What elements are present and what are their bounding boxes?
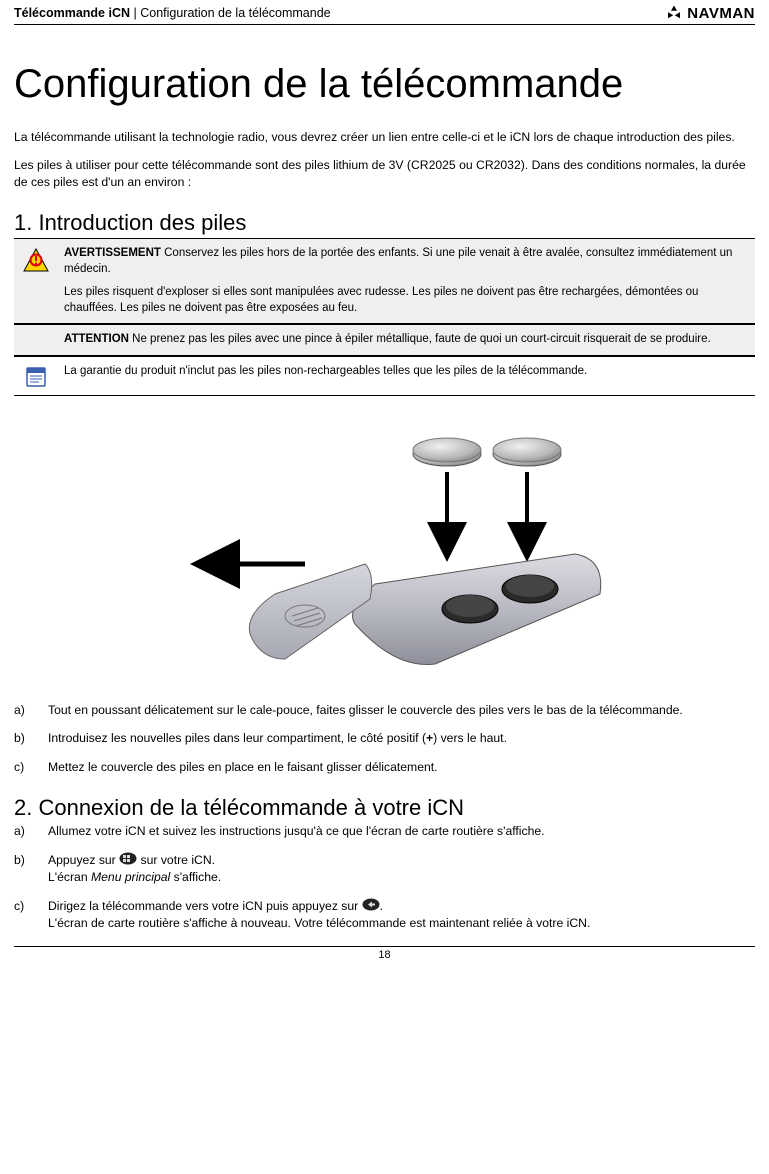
header-breadcrumb: Télécommande iCN | Configuration de la t… (14, 6, 331, 20)
step-2b-text: Appuyez sur sur votre iCN. L'écran Menu … (48, 852, 221, 886)
step-1c-text: Mettez le couvercle des piles en place e… (48, 759, 438, 775)
step-1a: a) Tout en poussant délicatement sur le … (14, 702, 755, 718)
section2-heading: 2. Connexion de la télécommande à votre … (14, 795, 755, 821)
doc-title: Télécommande iCN (14, 6, 130, 20)
brand-logo: NAVMAN (665, 4, 755, 22)
attention-body: Ne prenez pas les piles avec une pince à… (129, 333, 711, 345)
navman-icon (665, 4, 683, 22)
brand-text: NAVMAN (687, 5, 755, 22)
warning-lead: AVERTISSEMENT (64, 247, 161, 259)
step-marker: c) (14, 759, 48, 775)
step-2b: b) Appuyez sur sur votre iCN. L'écran Me… (14, 852, 755, 886)
step-1b-text: Introduisez les nouvelles piles dans leu… (48, 730, 507, 746)
page-number: 18 (378, 949, 390, 961)
step-marker: a) (14, 702, 48, 718)
note-text: La garantie du produit n'inclut pas les … (64, 364, 587, 380)
step-marker: c) (14, 898, 48, 914)
note-icon (22, 364, 50, 388)
intro-paragraph-2: Les piles à utiliser pour cette télécomm… (14, 157, 755, 190)
warning-text-2: Les piles risquent d'exploser si elles s… (64, 285, 747, 316)
step-2c-text: Dirigez la télécommande vers votre iCN p… (48, 898, 590, 932)
warning-box: AVERTISSEMENT Conservez les piles hors d… (14, 239, 755, 323)
step-marker: b) (14, 852, 48, 868)
back-button-icon (362, 898, 380, 915)
attention-box: ATTENTION Ne prenez pas les piles avec u… (14, 325, 755, 355)
step-marker: a) (14, 823, 48, 839)
menu-button-icon (119, 852, 137, 869)
warning-text-1: AVERTISSEMENT Conservez les piles hors d… (64, 246, 747, 277)
note-box: La garantie du produit n'inclut pas les … (14, 357, 755, 395)
page-footer: 18 (14, 946, 755, 969)
section1-heading: 1. Introduction des piles (14, 210, 755, 236)
warning-icon (22, 246, 50, 272)
attention-icon-empty (22, 332, 50, 334)
section2-steps: a) Allumez votre iCN et suivez les instr… (14, 823, 755, 931)
page-title: Configuration de la télécommande (14, 61, 755, 107)
intro-paragraph-1: La télécommande utilisant la technologie… (14, 129, 755, 145)
battery-diagram-svg (155, 424, 615, 684)
attention-lead: ATTENTION (64, 333, 129, 345)
battery-figure (14, 424, 755, 684)
warning-body-1: Conservez les piles hors de la portée de… (64, 247, 732, 275)
step-1a-text: Tout en poussant délicatement sur le cal… (48, 702, 683, 718)
step-2c: c) Dirigez la télécommande vers votre iC… (14, 898, 755, 932)
step-2a: a) Allumez votre iCN et suivez les instr… (14, 823, 755, 839)
step-1b: b) Introduisez les nouvelles piles dans … (14, 730, 755, 746)
section1-steps: a) Tout en poussant délicatement sur le … (14, 702, 755, 775)
step-marker: b) (14, 730, 48, 746)
section-title-header: Configuration de la télécommande (140, 6, 330, 20)
breadcrumb-separator: | (130, 6, 140, 20)
step-1c: c) Mettez le couvercle des piles en plac… (14, 759, 755, 775)
step-2a-text: Allumez votre iCN et suivez les instruct… (48, 823, 545, 839)
notices-stack: AVERTISSEMENT Conservez les piles hors d… (14, 238, 755, 396)
page-header: Télécommande iCN | Configuration de la t… (14, 0, 755, 25)
attention-text: ATTENTION Ne prenez pas les piles avec u… (64, 332, 711, 348)
